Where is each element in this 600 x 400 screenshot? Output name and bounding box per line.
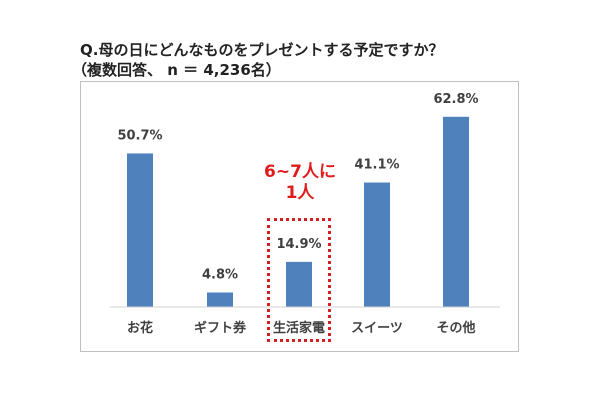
- chart-subtitle: （複数回答、 n ＝ 4,236名）: [72, 61, 281, 79]
- value-label-1: 4.8%: [202, 267, 238, 282]
- category-label-3: スイーツ: [351, 321, 403, 336]
- value-label-0: 50.7%: [117, 128, 162, 143]
- callout-line-1: 6~7人に: [264, 162, 336, 182]
- category-label-2: 生活家電: [273, 320, 325, 336]
- value-label-2: 14.9%: [276, 237, 321, 252]
- value-label-3: 41.1%: [354, 158, 399, 173]
- category-label-4: その他: [436, 320, 475, 336]
- value-label-4: 62.8%: [433, 92, 478, 107]
- bar-1: [207, 292, 233, 307]
- bar-2: [286, 261, 312, 307]
- bar-4: [443, 116, 469, 307]
- category-label-0: お花: [127, 320, 153, 336]
- callout-annotation: 6~7人に 1人: [255, 162, 345, 204]
- highlight-box-appliances: [267, 218, 331, 342]
- chart-title: Q.母の日にどんなものをプレゼントする予定ですか？: [80, 41, 444, 59]
- callout-line-2: 1人: [285, 183, 315, 203]
- chart-frame: [80, 81, 519, 352]
- bar-3: [364, 182, 390, 307]
- bar-0: [127, 153, 153, 307]
- category-label-1: ギフト券: [194, 320, 247, 336]
